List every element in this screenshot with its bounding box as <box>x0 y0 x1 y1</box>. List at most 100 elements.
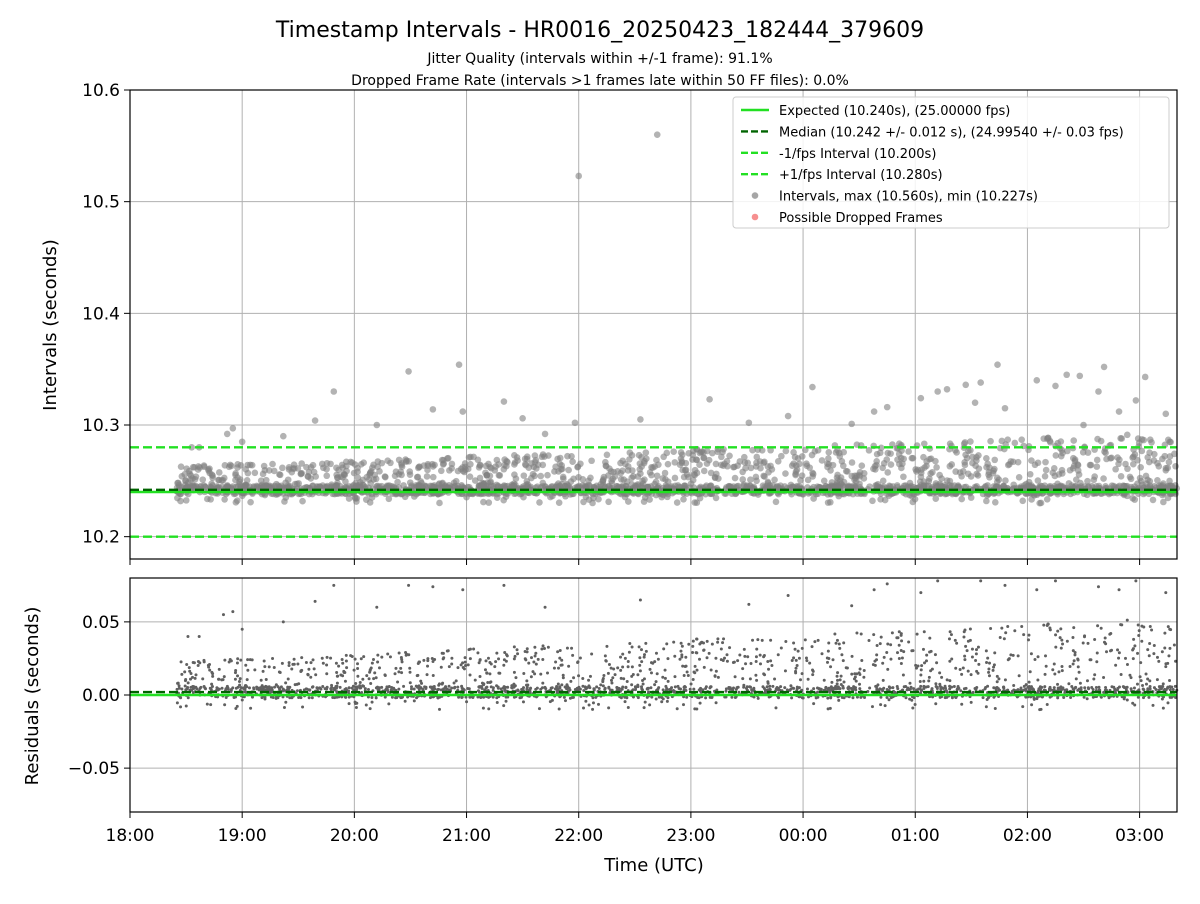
interval-point <box>718 453 725 461</box>
residual-point <box>366 695 370 699</box>
residual-point <box>556 650 560 654</box>
residual-point <box>392 687 396 691</box>
interval-point <box>1146 477 1154 485</box>
residual-outlier-point <box>221 613 225 617</box>
residual-point <box>190 688 194 692</box>
residual-point <box>512 657 516 661</box>
residual-point <box>837 642 841 646</box>
interval-point <box>1025 478 1033 486</box>
residual-point <box>916 664 920 668</box>
residual-point <box>695 651 699 655</box>
interval-point <box>194 466 202 473</box>
interval-point <box>1019 497 1027 505</box>
residual-point <box>724 689 728 693</box>
residual-point <box>1059 646 1063 650</box>
interval-point <box>987 437 994 445</box>
residual-point <box>927 675 931 679</box>
residual-point <box>789 684 793 688</box>
residual-point <box>1037 687 1041 691</box>
interval-outlier-point <box>188 444 195 451</box>
interval-point <box>345 495 353 502</box>
residual-point <box>663 676 667 680</box>
residual-point <box>1174 659 1178 663</box>
interval-point <box>933 464 940 471</box>
interval-point <box>773 483 781 490</box>
residual-point <box>1117 656 1121 660</box>
residual-point <box>370 700 374 704</box>
residual-point <box>675 707 679 711</box>
interval-point <box>1014 458 1022 466</box>
interval-point <box>467 453 474 461</box>
residual-point <box>196 660 200 664</box>
residual-point <box>1159 685 1163 689</box>
residual-point <box>702 665 706 669</box>
interval-point <box>884 469 892 476</box>
interval-outlier-point <box>238 438 246 446</box>
residual-point <box>784 639 788 643</box>
residual-point <box>354 681 358 685</box>
residual-point <box>904 696 908 700</box>
residual-point <box>1137 633 1141 637</box>
residual-point <box>790 696 794 700</box>
residual-point <box>445 687 449 691</box>
residual-outlier-point <box>281 620 285 624</box>
residual-point <box>783 686 787 690</box>
residual-point <box>838 678 842 682</box>
interval-point <box>673 499 681 506</box>
residual-point <box>238 683 242 687</box>
residual-point <box>1026 685 1030 689</box>
residual-point <box>922 679 926 683</box>
residual-point <box>640 660 644 664</box>
residual-point <box>938 671 942 675</box>
residual-point <box>662 647 666 651</box>
residual-point <box>406 695 410 699</box>
residual-point <box>371 657 375 661</box>
interval-point <box>466 473 474 480</box>
interval-point <box>1115 460 1122 468</box>
residual-point <box>965 649 969 653</box>
interval-outlier-point <box>1001 404 1009 412</box>
residual-point <box>1125 685 1129 689</box>
interval-point <box>856 468 864 476</box>
residual-point <box>1017 674 1021 678</box>
residual-point <box>468 647 472 651</box>
residual-point <box>805 659 809 663</box>
interval-outlier-point <box>994 361 1001 369</box>
residual-point <box>481 706 485 710</box>
residual-point <box>888 686 892 690</box>
residual-point <box>758 653 762 657</box>
residual-point <box>325 672 329 676</box>
residual-point <box>704 685 708 689</box>
residual-point <box>881 661 885 665</box>
residuals-panel: 18:00 19:00 20:00 21:00 22:00 23:00 00:00 01:00… <box>68 577 1179 846</box>
bottom-y-tick-label: −0.05 <box>68 759 120 779</box>
residual-point <box>790 658 794 662</box>
residual-point <box>331 695 335 699</box>
interval-point <box>493 494 501 502</box>
residual-point <box>961 666 965 670</box>
interval-point <box>617 469 624 477</box>
residual-point <box>1117 651 1121 655</box>
residual-point <box>557 707 561 711</box>
interval-point <box>929 468 936 476</box>
interval-point <box>747 476 754 484</box>
interval-point <box>1041 482 1049 489</box>
residual-point <box>582 706 586 710</box>
residual-point <box>911 649 915 653</box>
residual-point <box>377 666 381 670</box>
residual-point <box>853 672 857 676</box>
residual-point <box>450 686 454 690</box>
residual-point <box>397 687 401 691</box>
interval-point <box>906 491 913 499</box>
residual-point <box>525 679 529 683</box>
residual-point <box>940 675 944 679</box>
residual-point <box>969 700 973 704</box>
residual-point <box>528 688 532 692</box>
interval-point <box>952 468 960 475</box>
residual-point <box>374 676 378 680</box>
residual-point <box>1131 657 1135 661</box>
legend-entry-label: Possible Dropped Frames <box>779 211 943 226</box>
residual-point <box>453 685 457 689</box>
residual-point <box>1174 696 1178 700</box>
residual-outlier-point <box>936 579 940 583</box>
